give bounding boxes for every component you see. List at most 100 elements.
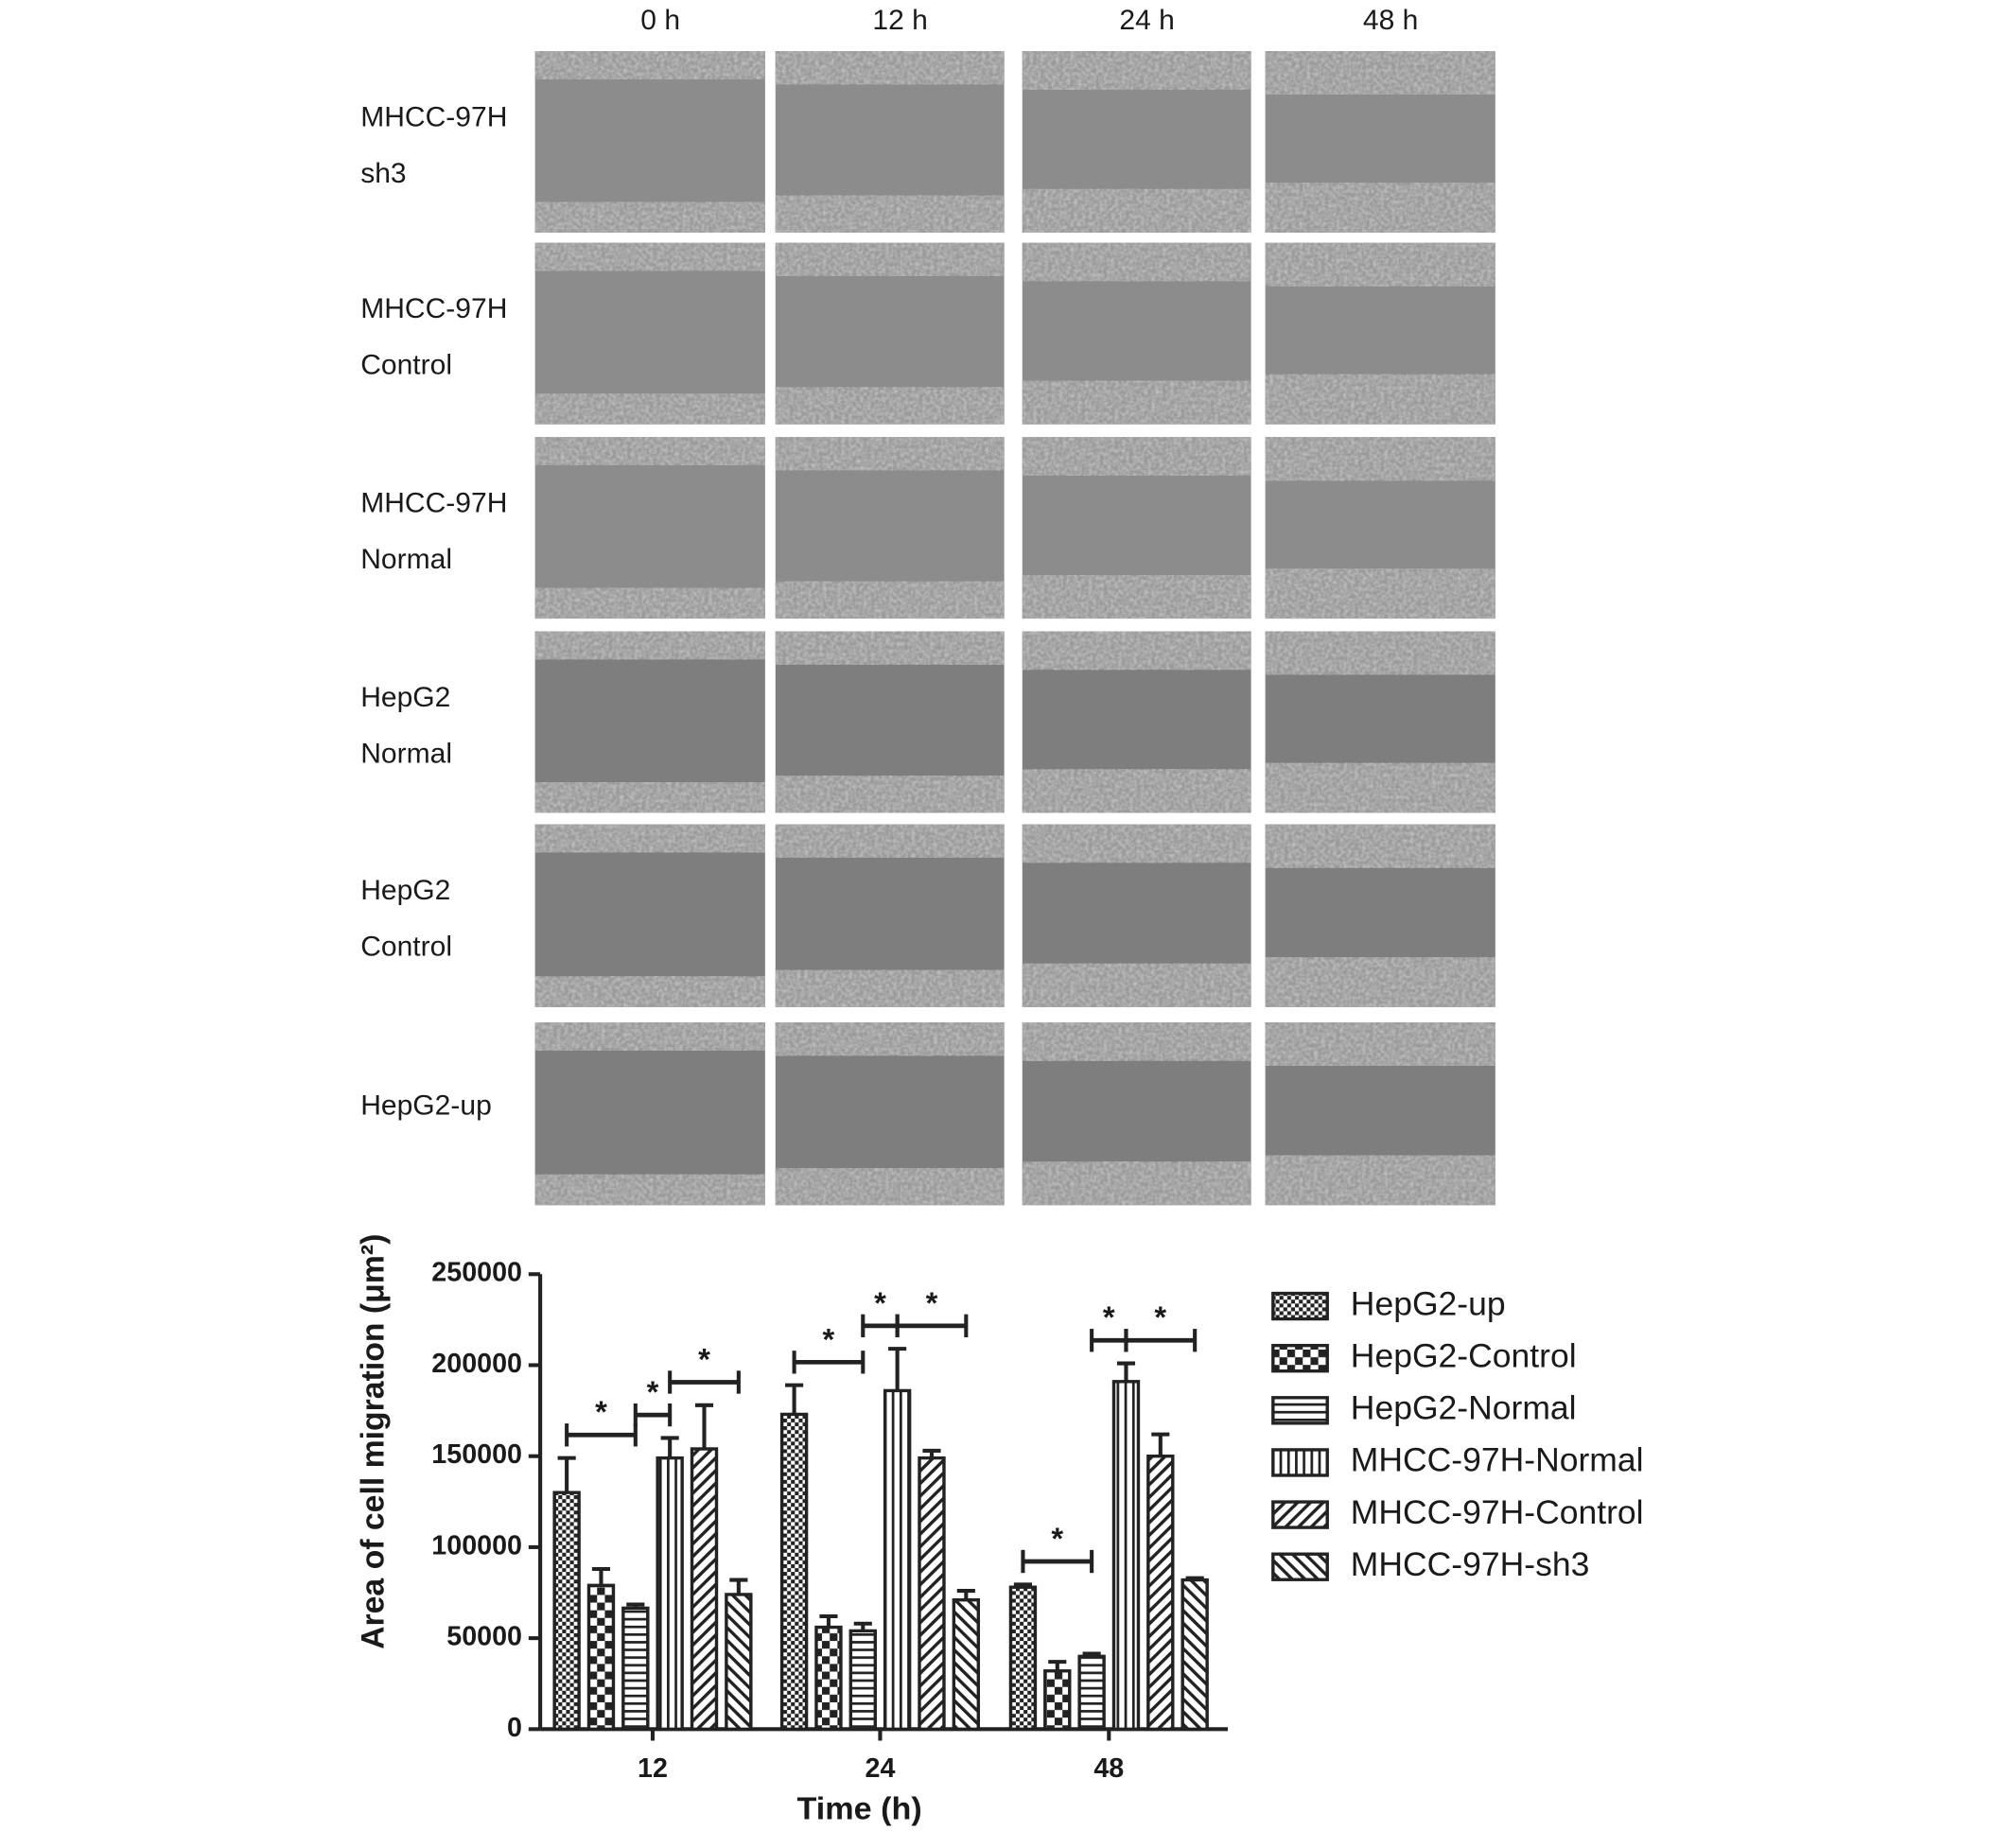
significance-label: *: [1154, 1299, 1166, 1334]
micrograph: [1022, 631, 1251, 813]
micrograph: [1022, 824, 1251, 1007]
legend-swatch: [1271, 1343, 1329, 1373]
significance-label: *: [1103, 1299, 1115, 1334]
significance-label: *: [874, 1285, 886, 1320]
row-label: HepG2: [360, 875, 450, 906]
row-label: MHCC-97H: [360, 102, 507, 133]
significance-bracket: *: [895, 1285, 969, 1337]
micrograph: [1022, 51, 1251, 233]
y-tick-label: 250000: [431, 1258, 522, 1288]
row-label: Normal: [360, 544, 452, 575]
micrograph: [1265, 631, 1495, 813]
bar: [1180, 1578, 1209, 1732]
significance-bracket: *: [1090, 1299, 1128, 1352]
significance-bracket: *: [861, 1285, 900, 1337]
y-tick-label: 50000: [446, 1622, 522, 1652]
micrograph: [1265, 51, 1495, 233]
micrograph-grid: 0 h 12 h 24 h 48 h MHCC-97H sh3 MHCC-97H Contro…: [360, 5, 1495, 1206]
micrograph: [534, 51, 765, 233]
bar: [918, 1456, 946, 1732]
bar: [848, 1629, 877, 1732]
bar: [552, 1491, 581, 1732]
cell-texture: [775, 581, 1005, 619]
x-tick-label: 24: [866, 1753, 896, 1784]
cell-texture: [775, 776, 1005, 813]
bar: [1111, 1380, 1141, 1732]
cell-texture: [1022, 824, 1251, 863]
cell-texture: [1265, 631, 1495, 675]
bar: [621, 1606, 650, 1732]
cell-texture: [775, 1168, 1005, 1206]
cell-texture: [1265, 1155, 1495, 1206]
micrograph: [775, 437, 1005, 619]
micrograph: [1265, 437, 1495, 619]
micrograph: [1265, 1022, 1495, 1206]
cell-texture: [775, 1022, 1005, 1056]
cell-texture: [775, 631, 1005, 665]
bar: [1043, 1669, 1072, 1732]
column-header: 12 h: [872, 5, 927, 36]
bar: [779, 1412, 809, 1732]
cell-texture: [1265, 957, 1495, 1007]
cell-texture: [534, 631, 765, 660]
legend-label: HepG2-Control: [1351, 1338, 1577, 1375]
cell-texture: [534, 242, 765, 271]
bar: [656, 1456, 684, 1732]
significance-label: *: [1051, 1521, 1063, 1556]
legend-label: MHCC-97H-Normal: [1351, 1442, 1644, 1479]
cell-texture: [1265, 51, 1495, 95]
micrograph: [1022, 1022, 1251, 1206]
row-label: HepG2-up: [360, 1090, 492, 1122]
cell-texture: [775, 969, 1005, 1007]
y-axis-label: Area of cell migration (μm²): [355, 1234, 391, 1649]
micrograph: [534, 437, 765, 619]
cell-texture: [534, 1174, 765, 1206]
micrograph: [1022, 437, 1251, 619]
legend-label: MHCC-97H-Control: [1351, 1494, 1644, 1531]
bar: [690, 1447, 719, 1732]
column-header: 48 h: [1363, 5, 1418, 36]
cell-texture: [1022, 1022, 1251, 1061]
micrograph: [1022, 242, 1251, 425]
micrograph: [775, 1022, 1005, 1206]
cell-texture: [1022, 188, 1251, 233]
cell-texture: [1022, 631, 1251, 671]
column-header: 0 h: [640, 5, 680, 36]
cell-texture: [534, 782, 765, 813]
cell-texture: [1022, 380, 1251, 425]
cell-texture: [1265, 824, 1495, 868]
row-label: sh3: [360, 158, 406, 189]
significance-label: *: [823, 1321, 835, 1356]
legend-swatch: [1271, 1500, 1329, 1529]
significance-bracket: *: [565, 1394, 638, 1447]
y-tick-label: 0: [507, 1713, 522, 1743]
cell-texture: [1265, 568, 1495, 619]
cell-texture: [1265, 374, 1495, 425]
significance-label: *: [595, 1394, 607, 1429]
cell-texture: [1022, 437, 1251, 476]
legend-swatch: [1271, 1396, 1329, 1425]
cell-texture: [1265, 437, 1495, 481]
row-label: MHCC-97H: [360, 293, 507, 324]
cell-texture: [1022, 242, 1251, 282]
micrograph: [534, 1022, 765, 1206]
y-tick-label: 200000: [431, 1349, 522, 1379]
cell-texture: [775, 437, 1005, 471]
y-tick-label: 150000: [431, 1439, 522, 1470]
cell-texture: [1265, 183, 1495, 233]
x-tick-label: 48: [1093, 1753, 1124, 1784]
significance-bracket: *: [1124, 1299, 1198, 1352]
legend-label: HepG2-up: [1351, 1285, 1506, 1322]
cell-texture: [534, 1022, 765, 1051]
cell-texture: [534, 51, 765, 79]
bar: [725, 1593, 753, 1732]
cell-texture: [775, 387, 1005, 425]
micrograph: [775, 51, 1005, 233]
cell-texture: [1022, 769, 1251, 813]
bar: [1077, 1654, 1106, 1732]
legend-swatch: [1271, 1552, 1329, 1581]
bar: [952, 1598, 981, 1732]
significance-label: *: [647, 1374, 659, 1409]
cell-texture: [1265, 1022, 1495, 1066]
